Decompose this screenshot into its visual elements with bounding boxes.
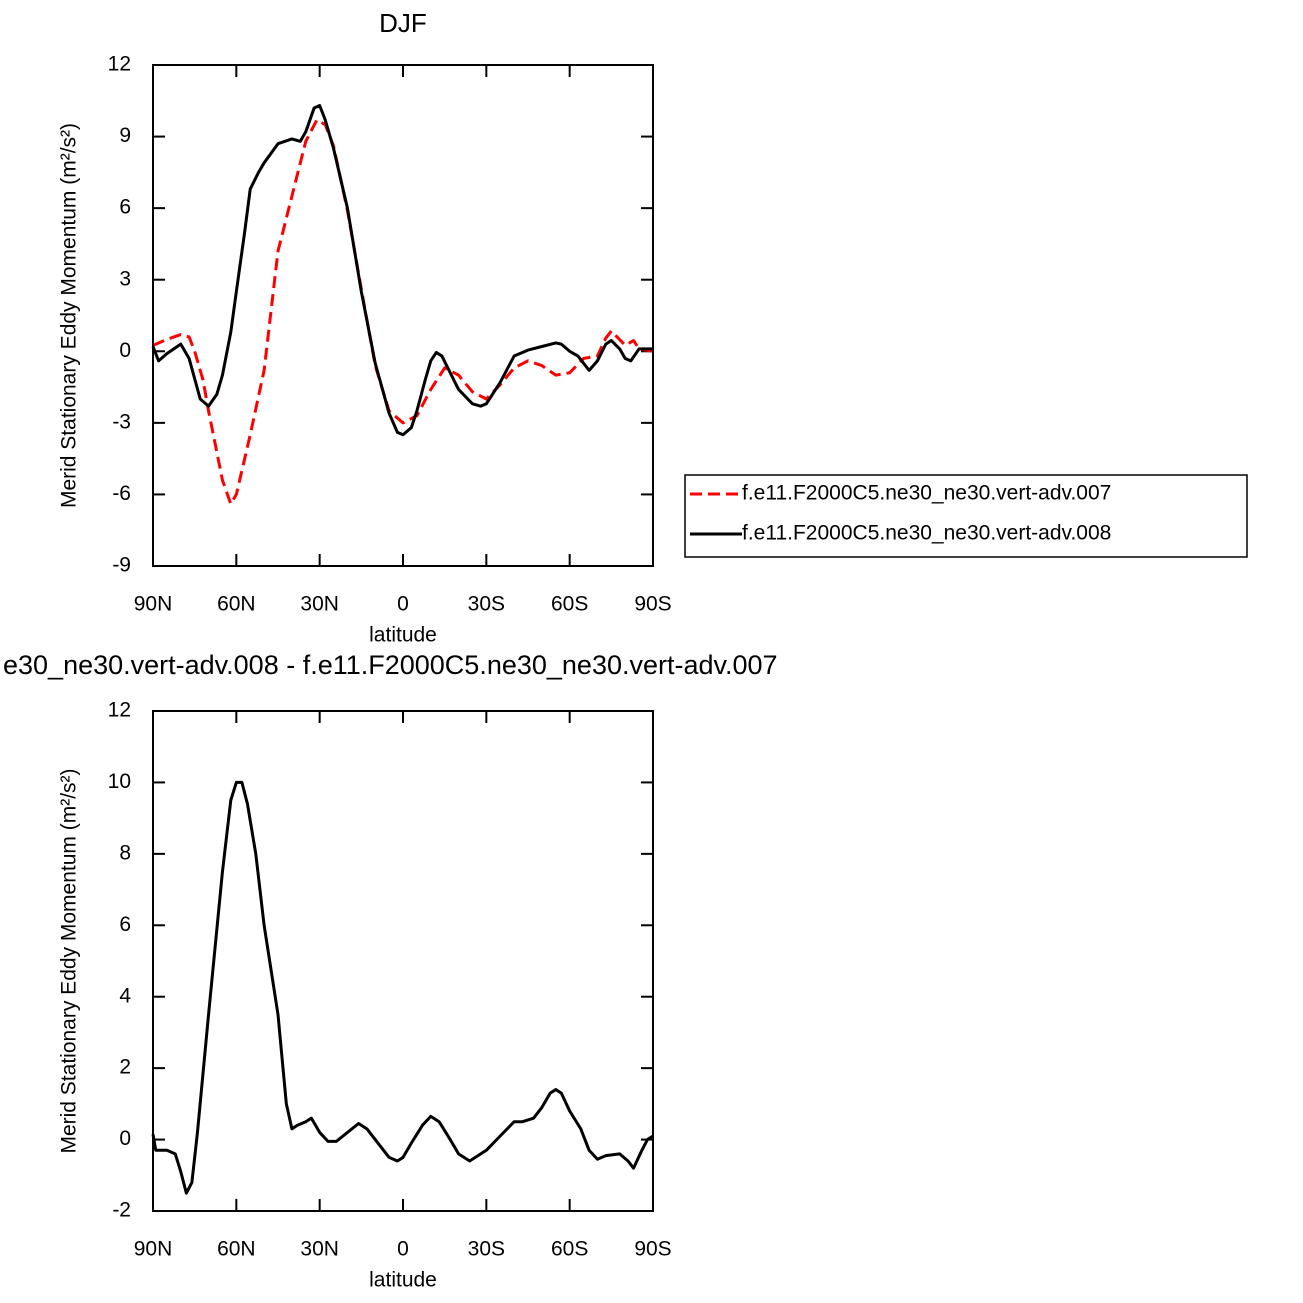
- x-tick-label: 90S: [634, 1238, 671, 1261]
- y-axis-label: Merid Stationary Eddy Momentum (m²/s²): [58, 123, 81, 508]
- x-tick-label: 60S: [551, 1238, 588, 1261]
- chart-title: DJF: [379, 8, 427, 38]
- x-tick-label: 30S: [468, 593, 505, 616]
- y-tick-label: 3: [119, 267, 131, 290]
- y-tick-label: 6: [119, 913, 131, 936]
- legend-label: f.e11.F2000C5.ne30_ne30.vert-adv.007: [742, 482, 1111, 505]
- y-tick-label: 0: [119, 339, 131, 362]
- y-tick-label: 4: [119, 984, 131, 1007]
- x-tick-label: 0: [397, 1238, 409, 1261]
- y-tick-label: 0: [119, 1127, 131, 1150]
- y-tick-label: 9: [119, 124, 131, 147]
- x-tick-label: 90N: [134, 593, 173, 616]
- x-axis-label: latitude: [369, 624, 437, 647]
- y-tick-label: -3: [112, 410, 131, 433]
- x-tick-label: 60N: [217, 1238, 256, 1261]
- plot-frame: [152, 710, 654, 1212]
- y-axis-label: Merid Stationary Eddy Momentum (m²/s²): [58, 768, 81, 1153]
- y-tick-label: 6: [119, 196, 131, 219]
- y-tick-label: 12: [108, 53, 131, 76]
- y-tick-label: -2: [112, 1199, 131, 1222]
- x-tick-label: 90S: [634, 593, 671, 616]
- x-tick-label: 30S: [468, 1238, 505, 1261]
- data-line: [151, 780, 654, 1195]
- y-tick-label: 2: [119, 1056, 131, 1079]
- y-tick-label: -6: [112, 482, 131, 505]
- x-tick-label: 30N: [300, 593, 339, 616]
- x-tick-label: 60S: [551, 593, 588, 616]
- legend-box: [684, 474, 1248, 558]
- x-tick-label: 90N: [134, 1238, 173, 1261]
- data-line: [151, 104, 653, 437]
- y-tick-label: 12: [108, 699, 131, 722]
- y-tick-label: 8: [119, 841, 131, 864]
- x-tick-label: 0: [397, 593, 409, 616]
- plot-frame: [152, 64, 654, 567]
- y-tick-label: 10: [108, 770, 131, 793]
- x-tick-label: 60N: [217, 593, 256, 616]
- chart-title: e30_ne30.vert-adv.008 - f.e11.F2000C5.ne…: [3, 650, 778, 680]
- data-line: [152, 118, 654, 506]
- x-axis-label: latitude: [369, 1269, 437, 1292]
- legend-label: f.e11.F2000C5.ne30_ne30.vert-adv.008: [742, 522, 1111, 545]
- y-tick-label: -9: [112, 554, 131, 577]
- x-tick-label: 30N: [300, 1238, 339, 1261]
